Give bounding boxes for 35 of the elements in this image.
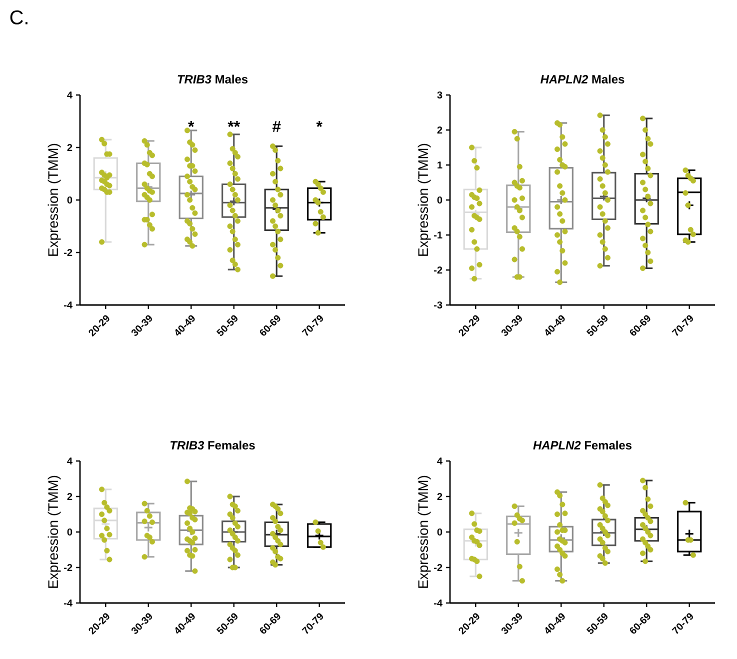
y-tick-label: 0 bbox=[67, 196, 72, 204]
y-tick-label: -2 bbox=[64, 249, 72, 256]
y-tick-label: 3 bbox=[437, 91, 442, 99]
y-axis-title: Expression (TMM) bbox=[48, 144, 61, 256]
y-tick-label: -2 bbox=[64, 564, 72, 571]
y-axis-title: Expression (TMM) bbox=[418, 144, 431, 256]
y-tick-label: 2 bbox=[437, 126, 442, 134]
y-tick-label: -2 bbox=[434, 564, 442, 571]
y-tick-label: -2 bbox=[434, 266, 442, 274]
y-tick-label: -4 bbox=[64, 302, 72, 308]
annotation: # bbox=[272, 121, 281, 132]
y-tick-label: 2 bbox=[67, 493, 72, 500]
y-tick-label: 4 bbox=[67, 458, 72, 464]
y-tick-label: 2 bbox=[437, 493, 442, 500]
y-tick-label: 0 bbox=[437, 528, 442, 536]
y-tick-label: 0 bbox=[67, 528, 72, 536]
y-tick-label: 2 bbox=[67, 144, 72, 151]
annotation: ** bbox=[228, 121, 240, 127]
y-tick-label: 1 bbox=[438, 162, 442, 168]
y-axis-title: Expression (TMM) bbox=[48, 476, 61, 588]
y-tick-label: -4 bbox=[64, 600, 72, 606]
chart-title: HAPLN2 Females bbox=[533, 440, 632, 450]
y-tick-label: -3 bbox=[434, 301, 442, 309]
y-tick-label: 4 bbox=[437, 458, 442, 464]
chart-title: HAPLN2 Males bbox=[540, 74, 624, 84]
y-axis-title: Expression (TMM) bbox=[418, 476, 431, 588]
y-tick-label: -1 bbox=[434, 232, 442, 238]
y-tick-label: 0 bbox=[437, 196, 442, 204]
y-tick-label: -4 bbox=[434, 600, 442, 606]
chart-title: TRIB3 Females bbox=[170, 440, 255, 450]
y-tick-label: 4 bbox=[67, 92, 72, 98]
annotation: * bbox=[316, 121, 322, 127]
text: C. bbox=[10, 10, 28, 24]
annotation: * bbox=[188, 121, 194, 127]
chart-title: TRIB3 Males bbox=[178, 74, 248, 84]
